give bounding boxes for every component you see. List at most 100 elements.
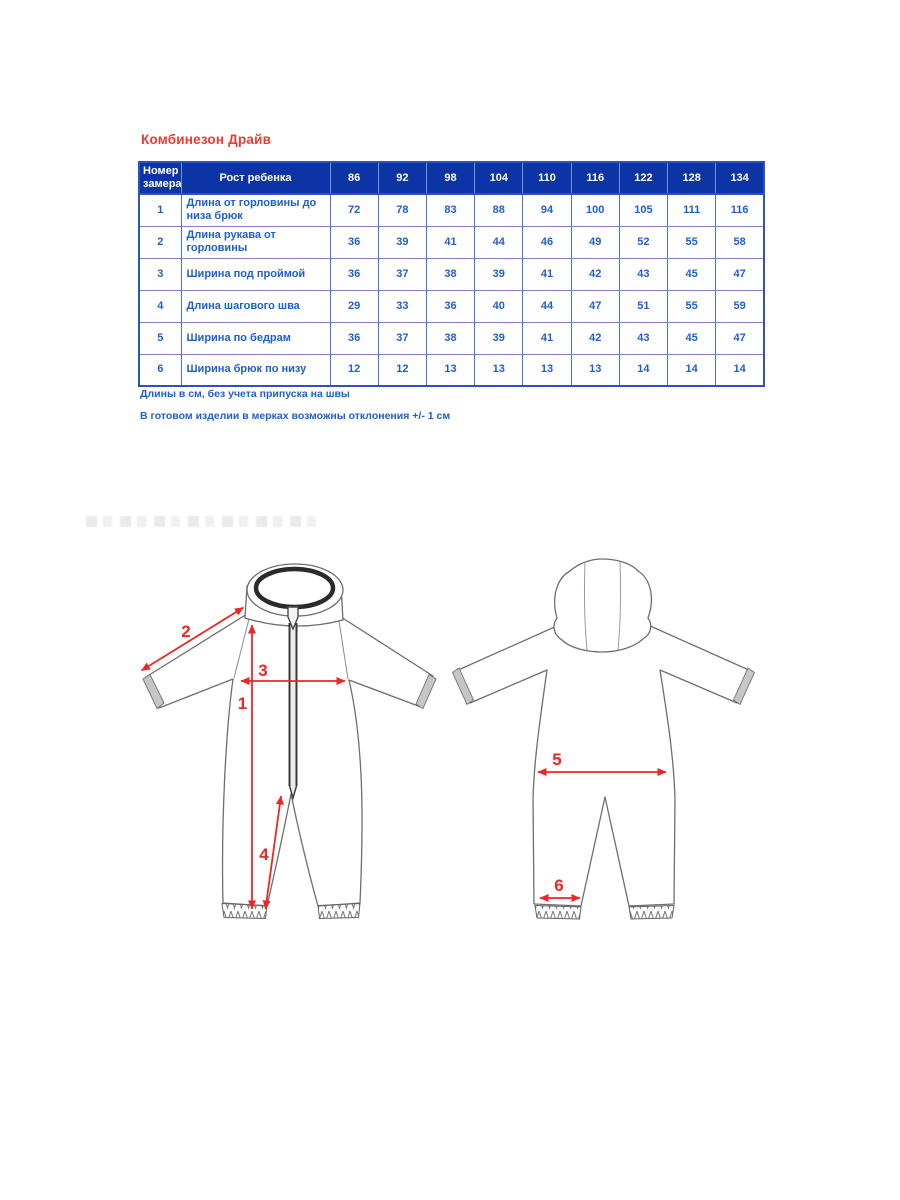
row-number-cell: 6: [138, 353, 182, 387]
value-cell: 44: [522, 289, 572, 323]
front-right-sleeve-cuff: [415, 673, 437, 710]
measure-label-5: 5: [552, 750, 561, 769]
value-cell: 37: [377, 321, 427, 355]
value-cell: 100: [570, 193, 620, 227]
value-cell: 13: [425, 353, 476, 387]
row-number-cell: 2: [138, 225, 182, 259]
value-cell: 14: [667, 353, 717, 387]
size-table-body: 1 Длина от горловины до низа брюк 72 78 83 88…: [138, 193, 765, 387]
value-cell: 41: [522, 321, 572, 355]
row-number-cell: 4: [138, 289, 182, 323]
header-cell-size: 98: [425, 162, 476, 195]
back-left-sleeve-cuff: [451, 667, 475, 706]
header-cell-size: 110: [522, 162, 572, 195]
value-cell: 14: [715, 353, 765, 387]
value-cell: 36: [425, 289, 476, 323]
value-cell: 105: [618, 193, 669, 227]
measure-label-1: 1: [238, 694, 247, 713]
value-cell: 44: [474, 225, 524, 259]
header-cell-child-height: Рост ребенка: [180, 162, 331, 195]
value-cell: 55: [667, 289, 717, 323]
header-cell-size: 128: [667, 162, 717, 195]
value-cell: 42: [570, 321, 620, 355]
value-cell: 83: [425, 193, 476, 227]
value-cell: 47: [715, 257, 765, 291]
page-title: Комбинезон Драйв: [141, 132, 272, 147]
value-cell: 72: [329, 193, 379, 227]
measure-arrow-4: [262, 795, 284, 910]
value-cell: 38: [425, 321, 476, 355]
measure-label-4: 4: [259, 845, 269, 864]
hood-outline: [553, 558, 652, 653]
value-cell: 49: [570, 225, 620, 259]
row-label-cell: Длина рукава от горловины: [180, 225, 331, 259]
value-cell: 36: [329, 225, 379, 259]
value-cell: 37: [377, 257, 427, 291]
value-cell: 38: [425, 257, 476, 291]
header-cell-size: 134: [715, 162, 765, 195]
measurement-arrows: 1 2 3 4 5 6: [141, 606, 667, 910]
header-cell-size: 122: [618, 162, 669, 195]
header-cell-size: 92: [377, 162, 427, 195]
value-cell: 12: [377, 353, 427, 387]
header-row: Номер замера Рост ребенка 86 92 98 104 110 116 1…: [138, 162, 765, 195]
value-cell: 47: [570, 289, 620, 323]
table-row: 2 Длина рукава от горловины 36 39 41 44 46 49 52…: [138, 225, 765, 259]
front-left-sleeve-cuff: [142, 673, 165, 710]
back-left-leg-cuff: [534, 904, 582, 920]
value-cell: 39: [474, 321, 524, 355]
measure-label-2: 2: [181, 622, 190, 641]
row-label-cell: Ширина брюк по низу: [180, 353, 331, 387]
value-cell: 59: [715, 289, 765, 323]
value-cell: 52: [618, 225, 669, 259]
row-number-cell: 3: [138, 257, 182, 291]
value-cell: 51: [618, 289, 669, 323]
front-right-leg-cuff: [317, 902, 361, 920]
row-label-cell: Длина шагового шва: [180, 289, 331, 323]
value-cell: 39: [377, 225, 427, 259]
value-cell: 13: [522, 353, 572, 387]
table-row: 5 Ширина по бедрам 36 37 38 39 41 42 43 45 47: [138, 321, 765, 355]
hood-seam-right: [617, 561, 622, 651]
value-cell: 116: [715, 193, 765, 227]
value-cell: 46: [522, 225, 572, 259]
table-row: 1 Длина от горловины до низа брюк 72 78 83 88…: [138, 193, 765, 227]
value-cell: 88: [474, 193, 524, 227]
value-cell: 36: [329, 321, 379, 355]
zipper-tape: [289, 622, 297, 799]
faint-watermark: [86, 516, 318, 527]
value-cell: 14: [618, 353, 669, 387]
value-cell: 36: [329, 257, 379, 291]
table-row: 6 Ширина брюк по низу 12 12 13 13 13 13 14 14 14: [138, 353, 765, 387]
value-cell: 13: [474, 353, 524, 387]
measure-label-6: 6: [554, 876, 563, 895]
header-cell-size: 116: [570, 162, 620, 195]
back-view: [451, 558, 756, 920]
collar-opening-ring: [253, 566, 336, 610]
back-body-outline: [455, 620, 752, 907]
row-number-cell: 5: [138, 321, 182, 355]
value-cell: 40: [474, 289, 524, 323]
zipper-bottom-taper: [288, 785, 298, 801]
value-cell: 33: [377, 289, 427, 323]
value-cell: 111: [667, 193, 717, 227]
measure-label-3: 3: [258, 661, 267, 680]
header-cell-measure-number: Номер замера: [138, 162, 182, 195]
value-cell: 13: [570, 353, 620, 387]
back-right-sleeve-cuff: [732, 667, 756, 706]
value-cell: 43: [618, 257, 669, 291]
row-label-cell: Ширина по бедрам: [180, 321, 331, 355]
value-cell: 41: [425, 225, 476, 259]
front-left-leg-cuff: [221, 902, 268, 920]
value-cell: 12: [329, 353, 379, 387]
header-cell-size: 104: [474, 162, 524, 195]
table-row: 3 Ширина под проймой 36 37 38 39 41 42 43 45 47: [138, 257, 765, 291]
value-cell: 78: [377, 193, 427, 227]
note-tolerance: В готовом изделии в мерках возможны откл…: [140, 410, 451, 422]
row-number-cell: 1: [138, 193, 182, 227]
value-cell: 58: [715, 225, 765, 259]
size-table: Номер замера Рост ребенка 86 92 98 104 110 116 1…: [138, 161, 765, 387]
hood-seam-left: [583, 561, 588, 651]
